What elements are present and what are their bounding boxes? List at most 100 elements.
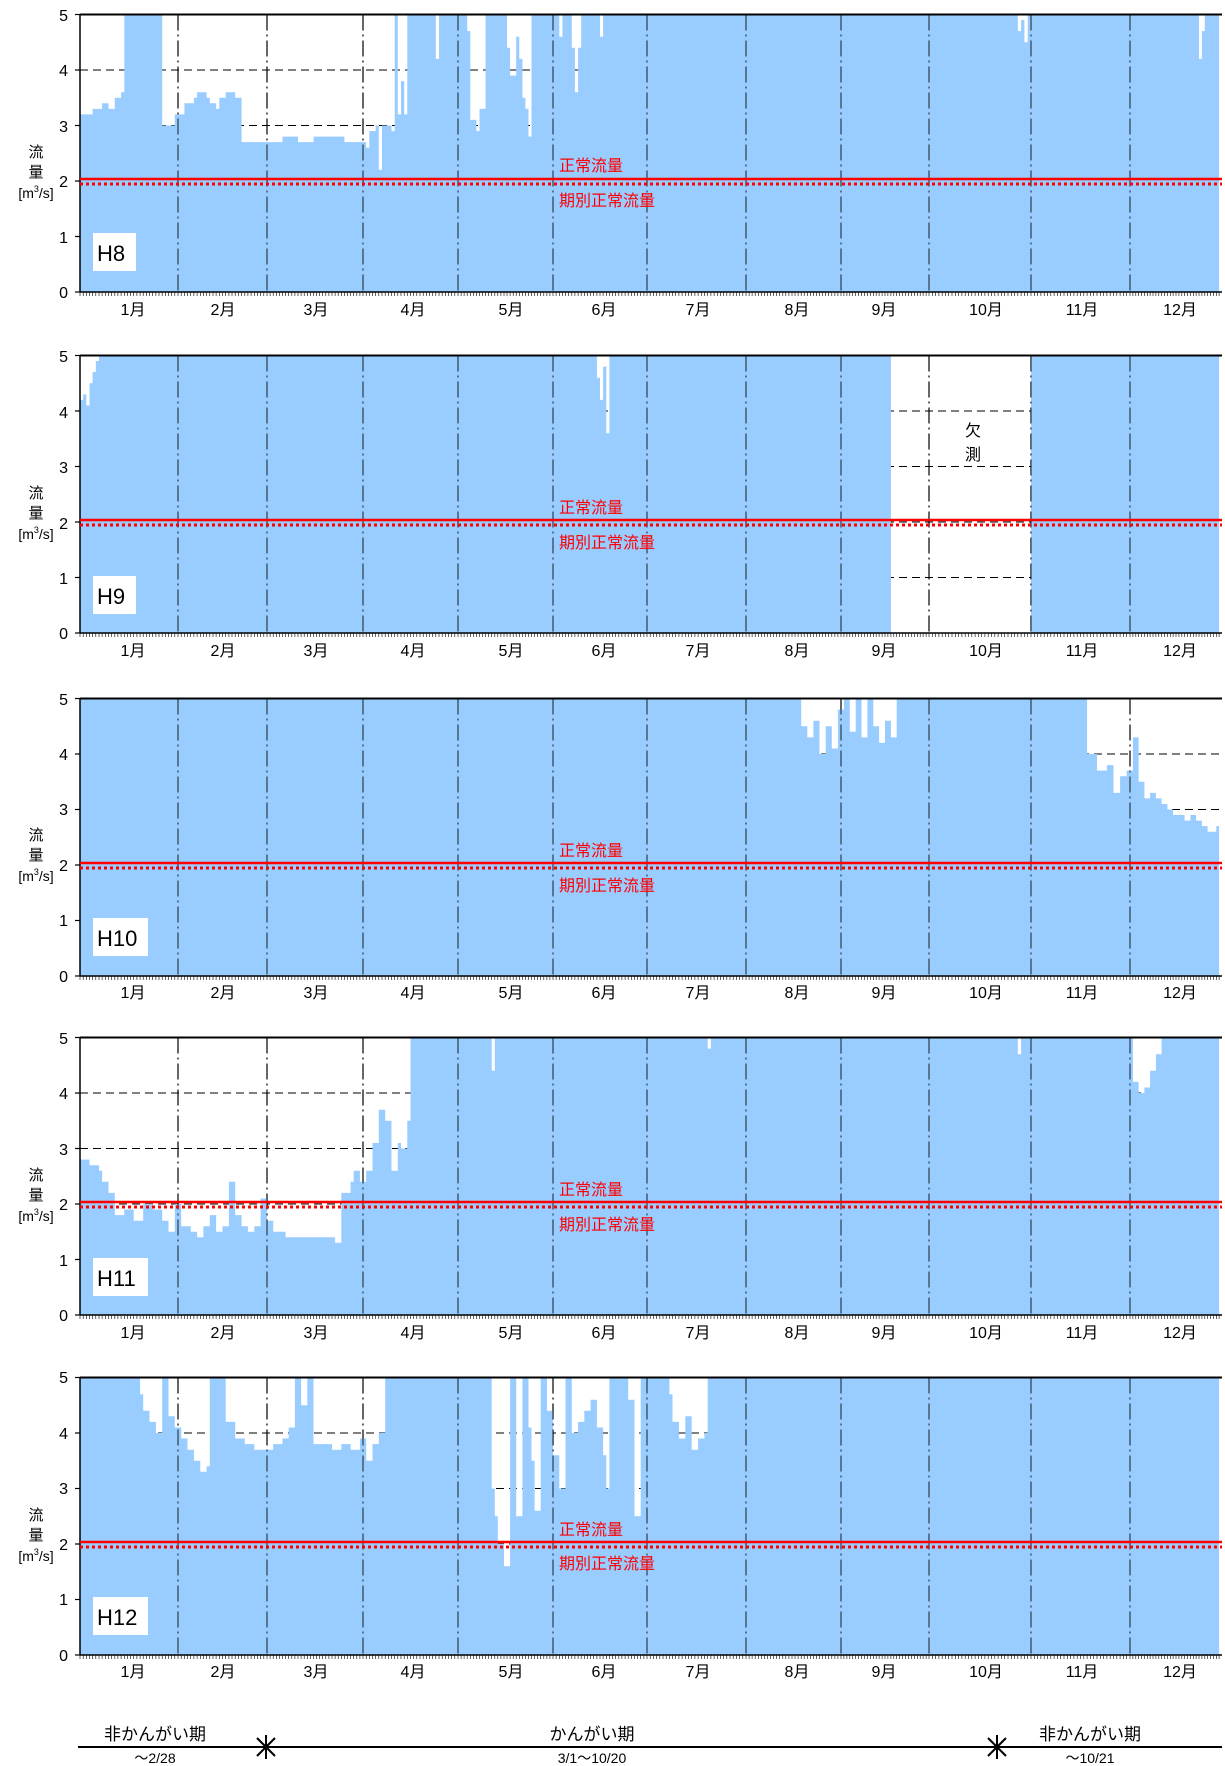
- y-label-char: 流: [28, 1167, 43, 1184]
- y-tick-label: 1: [59, 913, 68, 930]
- month-label: 1月: [121, 302, 146, 319]
- x-minor-ticks: [79, 976, 1220, 980]
- y-tick-label: 0: [59, 285, 68, 302]
- month-label: 5月: [499, 643, 524, 660]
- plot-title: H11: [97, 1266, 136, 1291]
- x-tick-labels: 1月 2月 3月 4月 5月 6月 7月 8月 9月 10月 11月 12月: [121, 985, 1197, 1002]
- y-axis-label: 流 量 [m3/s]: [18, 485, 53, 542]
- month-label: 9月: [872, 1664, 897, 1681]
- month-label: 2月: [211, 1325, 236, 1342]
- month-label: 3月: [304, 1664, 329, 1681]
- flow-area: [80, 698, 1220, 976]
- month-label: 10月: [969, 302, 1003, 319]
- y-tick-label: 5: [59, 692, 68, 709]
- y-unit: [m3/s]: [18, 867, 53, 884]
- y-unit: [m3/s]: [18, 1547, 53, 1564]
- ref-dotted-label: 期別正常流量: [559, 192, 655, 210]
- period-center-label: かんがい期: [550, 1725, 635, 1744]
- y-tick-label: 3: [59, 802, 68, 819]
- ref-solid-label: 正常流量: [559, 1521, 623, 1539]
- month-label: 9月: [872, 985, 897, 1002]
- y-tick-label: 1: [59, 1253, 68, 1270]
- y-axis-label: 流 量 [m3/s]: [18, 827, 53, 884]
- y-tick-label: 4: [59, 1426, 68, 1443]
- x-tick-labels: 1月 2月 3月 4月 5月 6月 7月 8月 9月 10月 11月 12月: [121, 302, 1197, 319]
- ref-dotted-label: 期別正常流量: [559, 534, 655, 552]
- x-minor-ticks: [79, 633, 1220, 637]
- month-label: 1月: [121, 1325, 146, 1342]
- month-label: 7月: [686, 302, 711, 319]
- ref-dotted-label: 期別正常流量: [559, 1555, 655, 1573]
- month-label: 11月: [1066, 1325, 1099, 1342]
- month-label: 1月: [121, 985, 146, 1002]
- y-tick-label: 1: [59, 230, 68, 247]
- chart-panel-h10: H10 正常流量 期別正常流量 流 量 [m3/s] 0 1 2 3 4 5 1…: [18, 692, 1222, 1002]
- y-tick-label: 2: [59, 1197, 68, 1214]
- period-divider-marker: [987, 1735, 1007, 1759]
- x-minor-ticks: [79, 292, 1220, 296]
- month-label: 4月: [401, 1664, 426, 1681]
- ref-solid-label: 正常流量: [559, 842, 623, 860]
- y-unit: [m3/s]: [18, 525, 53, 542]
- y-tick-label: 1: [59, 1592, 68, 1609]
- ref-solid-label: 正常流量: [559, 157, 623, 175]
- y-tick-label: 3: [59, 119, 68, 136]
- ref-solid-label: 正常流量: [559, 499, 623, 517]
- y-tick-labels: 0 1 2 3 4 5: [59, 1370, 68, 1665]
- x-minor-ticks: [79, 1315, 1220, 1319]
- period-legend: 非かんがい期 ～2/28 かんがい期 3/1～10/20 非かんがい期 ～10/…: [78, 1725, 1222, 1766]
- y-tick-label: 4: [59, 1086, 68, 1103]
- flow-area: [80, 355, 891, 633]
- missing-data-label: 欠: [965, 422, 981, 440]
- y-tick-labels: 0 1 2 3 4 5: [59, 1031, 68, 1325]
- plot-title: H12: [97, 1605, 137, 1630]
- y-tick-label: 5: [59, 1031, 68, 1048]
- month-label: 8月: [785, 302, 810, 319]
- month-label: 4月: [401, 985, 426, 1002]
- month-label: 8月: [785, 1664, 810, 1681]
- ref-solid-label: 正常流量: [559, 1181, 623, 1199]
- y-tick-label: 3: [59, 1142, 68, 1159]
- plot-title-box: [93, 233, 136, 271]
- month-label: 4月: [401, 643, 426, 660]
- month-label: 7月: [686, 643, 711, 660]
- y-unit: [m3/s]: [18, 184, 53, 201]
- y-tick-label: 5: [59, 8, 68, 25]
- month-label: 11月: [1066, 643, 1099, 660]
- y-axis-label: 流 量 [m3/s]: [18, 144, 53, 201]
- month-label: 7月: [686, 1664, 711, 1681]
- chart-panel-h12: H12 正常流量 期別正常流量 流 量 [m3/s] 0 1 2 3 4 5 1…: [18, 1370, 1222, 1681]
- month-label: 6月: [592, 985, 617, 1002]
- y-label-char: 量: [28, 505, 43, 522]
- y-tick-label: 2: [59, 516, 68, 533]
- month-label: 5月: [499, 302, 524, 319]
- chart-panel-h8: H8 正常流量 期別正常流量 流 量 [m3/s] 0 1 2 3 4 5 1月…: [18, 8, 1222, 319]
- month-label: 8月: [785, 643, 810, 660]
- y-tick-label: 0: [59, 1648, 68, 1665]
- plot-title-box: [93, 1258, 148, 1296]
- month-label: 6月: [592, 1664, 617, 1681]
- month-label: 2月: [211, 302, 236, 319]
- flow-area: [80, 1377, 1220, 1655]
- month-label: 1月: [121, 643, 146, 660]
- month-label: 6月: [592, 643, 617, 660]
- plot-title-box: [93, 1597, 148, 1635]
- month-label: 2月: [211, 985, 236, 1002]
- period-left-range: ～2/28: [134, 1750, 175, 1766]
- y-tick-labels: 0 1 2 3 4 5: [59, 349, 68, 643]
- y-label-char: 量: [28, 1527, 43, 1544]
- x-tick-labels: 1月 2月 3月 4月 5月 6月 7月 8月 9月 10月 11月 12月: [121, 1325, 1197, 1342]
- y-label-char: 量: [28, 847, 43, 864]
- month-label: 3月: [304, 302, 329, 319]
- month-label: 7月: [686, 985, 711, 1002]
- month-label: 5月: [499, 985, 524, 1002]
- plot-title: H10: [97, 926, 137, 951]
- plot-area: [75, 1036, 1222, 1319]
- y-tick-label: 3: [59, 1481, 68, 1498]
- month-label: 3月: [304, 643, 329, 660]
- y-tick-labels: 0 1 2 3 4 5: [59, 8, 68, 302]
- month-label: 10月: [969, 1664, 1003, 1681]
- y-tick-label: 0: [59, 1308, 68, 1325]
- flow-area: [80, 14, 1220, 292]
